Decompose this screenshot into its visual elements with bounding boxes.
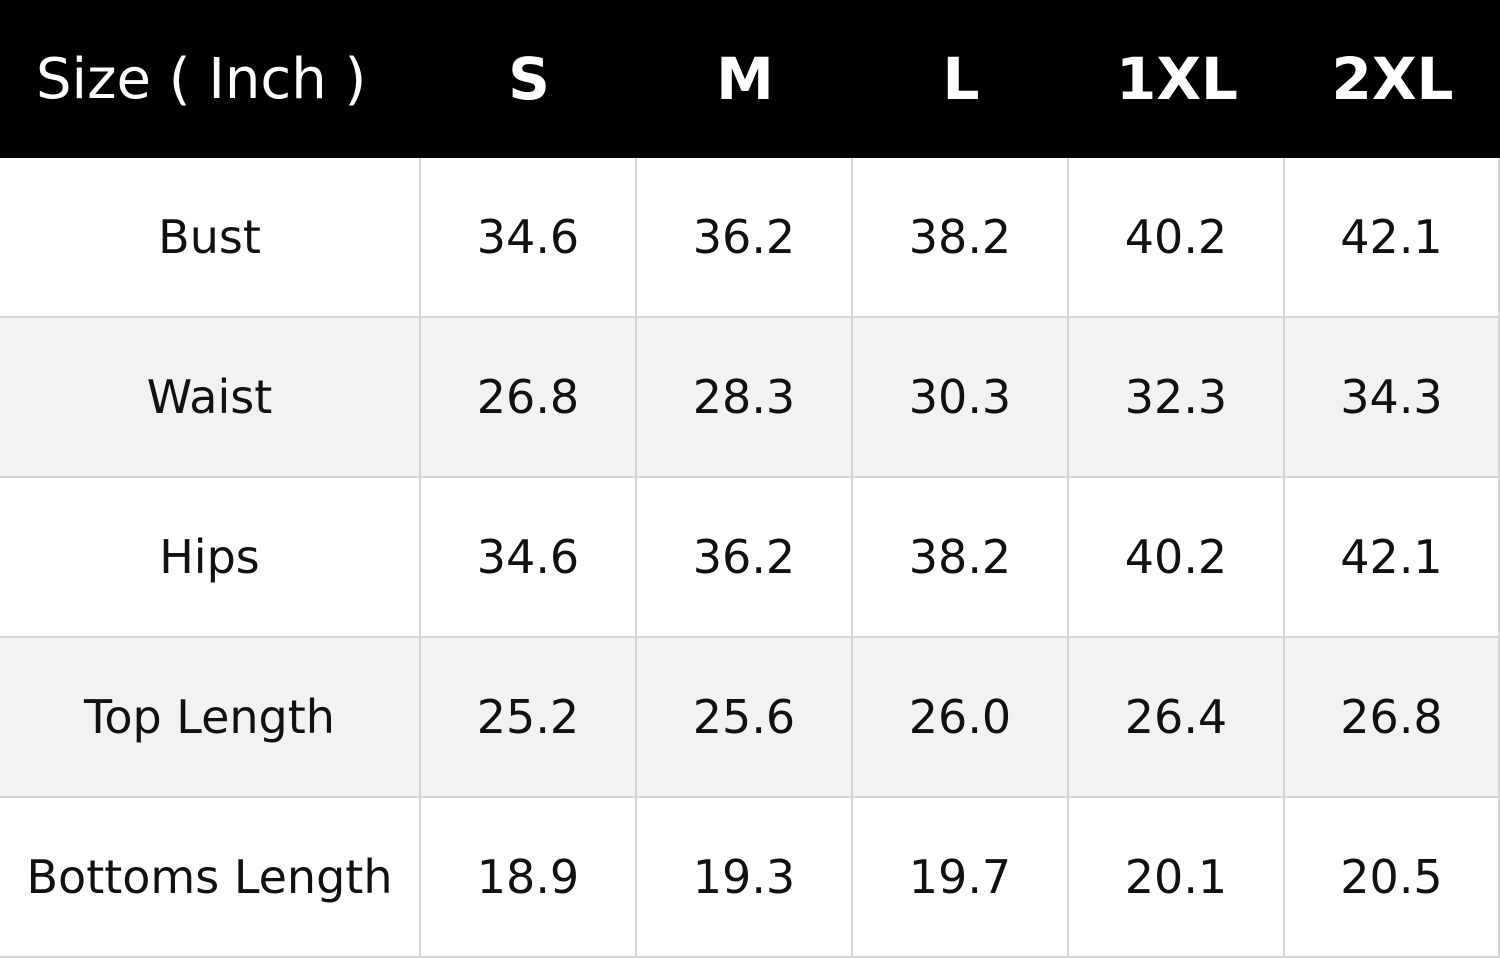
measurement: 30.3	[853, 318, 1069, 478]
measurement: 26.8	[1285, 638, 1500, 798]
row-label: Hips	[0, 478, 421, 638]
measurement: 20.1	[1069, 798, 1285, 958]
measurement: 32.3	[1069, 318, 1285, 478]
measurement: 19.3	[637, 798, 853, 958]
size-header: L	[853, 0, 1069, 158]
measurement: 28.3	[637, 318, 853, 478]
row-label: Bottoms Length	[0, 798, 421, 958]
measurement: 36.2	[637, 478, 853, 638]
size-header: S	[421, 0, 637, 158]
size-header: M	[637, 0, 853, 158]
measurement: 36.2	[637, 158, 853, 318]
measurement: 40.2	[1069, 478, 1285, 638]
measurement: 34.3	[1285, 318, 1500, 478]
measurement: 25.6	[637, 638, 853, 798]
size-header: 2XL	[1285, 0, 1500, 158]
header-title: Size ( Inch )	[0, 0, 421, 158]
row-label: Top Length	[0, 638, 421, 798]
row-label: Bust	[0, 158, 421, 318]
measurement: 42.1	[1285, 158, 1500, 318]
measurement: 34.6	[421, 478, 637, 638]
measurement: 19.7	[853, 798, 1069, 958]
measurement: 25.2	[421, 638, 637, 798]
measurement: 20.5	[1285, 798, 1500, 958]
measurement: 38.2	[853, 158, 1069, 318]
measurement: 38.2	[853, 478, 1069, 638]
measurement: 42.1	[1285, 478, 1500, 638]
measurement: 26.4	[1069, 638, 1285, 798]
size-header: 1XL	[1069, 0, 1285, 158]
measurement: 26.8	[421, 318, 637, 478]
measurement: 18.9	[421, 798, 637, 958]
measurement: 40.2	[1069, 158, 1285, 318]
row-label: Waist	[0, 318, 421, 478]
measurement: 34.6	[421, 158, 637, 318]
measurement: 26.0	[853, 638, 1069, 798]
